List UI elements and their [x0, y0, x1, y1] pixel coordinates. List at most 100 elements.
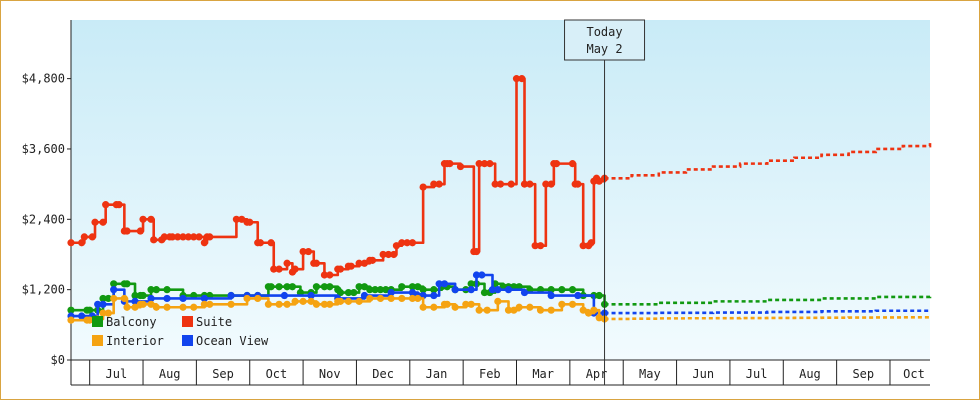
data-point: [371, 286, 379, 294]
data-point: [419, 183, 427, 191]
data-point: [480, 160, 489, 168]
data-point: [206, 300, 214, 308]
data-point: [462, 300, 470, 308]
data-point: [99, 309, 107, 317]
data-point: [174, 233, 182, 241]
y-tick-label: $4,800: [22, 72, 65, 86]
data-point: [440, 280, 449, 288]
data-point: [584, 309, 593, 317]
legend-label-suite: Suite: [196, 315, 232, 329]
data-point: [355, 297, 363, 305]
data-point: [291, 265, 299, 273]
data-point: [110, 280, 118, 288]
data-point: [280, 291, 289, 300]
data-point: [574, 180, 582, 188]
data-point: [360, 283, 369, 291]
data-point: [102, 201, 110, 209]
data-point: [78, 239, 86, 247]
data-point: [520, 288, 529, 297]
data-point: [147, 300, 155, 308]
data-point: [99, 294, 107, 303]
data-point: [238, 215, 246, 223]
today-date: May 2: [586, 42, 622, 56]
data-point: [403, 239, 411, 247]
data-point: [195, 233, 203, 241]
data-point: [86, 306, 94, 314]
data-point: [283, 259, 291, 267]
data-point: [139, 291, 147, 300]
data-point: [67, 239, 75, 247]
month-label: Mar: [532, 367, 554, 381]
data-point: [435, 180, 443, 188]
data-point: [414, 294, 422, 303]
data-point: [446, 160, 454, 168]
data-point: [536, 242, 545, 250]
data-point: [574, 291, 582, 300]
data-point: [472, 271, 481, 279]
data-point: [387, 294, 395, 303]
data-point: [136, 227, 144, 235]
month-label: Dec: [372, 367, 394, 381]
data-point: [507, 180, 515, 188]
data-point: [336, 288, 345, 297]
data-point: [147, 286, 155, 294]
data-point: [408, 294, 417, 303]
data-point: [200, 239, 208, 247]
data-point: [312, 259, 321, 267]
data-point: [320, 271, 329, 279]
data-point: [387, 288, 395, 297]
month-label: Jun: [692, 367, 714, 381]
month-label: Jul: [106, 367, 128, 381]
legend-swatch-interior: [92, 335, 103, 346]
data-point: [246, 218, 254, 226]
month-label: Oct: [266, 367, 288, 381]
today-marker-layer: Today May 2: [564, 19, 646, 385]
legend-label-ocean-view: Ocean View: [196, 334, 269, 348]
data-point: [488, 286, 497, 294]
data-point: [86, 316, 94, 324]
data-point: [190, 303, 198, 311]
data-point: [368, 256, 377, 264]
data-point: [275, 283, 283, 291]
data-point: [232, 215, 240, 223]
data-point: [120, 294, 128, 303]
data-point: [408, 288, 417, 297]
legend-swatch-balcony: [92, 316, 103, 327]
plot-background: [71, 20, 930, 360]
data-point: [419, 286, 427, 294]
data-point: [326, 300, 334, 308]
data-point: [123, 227, 131, 235]
data-point: [398, 239, 406, 247]
month-label: May: [639, 367, 661, 381]
data-point: [558, 300, 566, 308]
legend-swatch-ocean-view: [182, 335, 193, 346]
data-point: [67, 306, 75, 314]
month-label: Jan: [426, 367, 448, 381]
data-point: [355, 259, 363, 267]
data-point: [579, 306, 587, 314]
data-point: [520, 180, 529, 188]
data-point: [467, 286, 475, 294]
data-point: [163, 303, 171, 311]
data-point: [275, 265, 283, 273]
data-point: [483, 306, 491, 314]
data-point: [366, 286, 374, 294]
data-point: [587, 239, 595, 247]
legend-swatch-suite: [182, 316, 193, 327]
data-point: [104, 309, 112, 317]
data-point: [179, 303, 187, 311]
data-point: [531, 242, 539, 250]
data-point: [414, 283, 422, 291]
data-point: [94, 300, 102, 308]
data-point: [147, 294, 155, 303]
data-point: [152, 286, 160, 294]
data-point: [451, 303, 459, 311]
data-point: [307, 297, 315, 305]
data-point: [467, 280, 475, 288]
y-tick-label: $2,400: [22, 212, 65, 226]
data-point: [131, 297, 139, 305]
data-point: [475, 306, 483, 314]
legend-label-interior: Interior: [106, 334, 164, 348]
data-point: [283, 283, 291, 291]
data-point: [456, 162, 465, 171]
